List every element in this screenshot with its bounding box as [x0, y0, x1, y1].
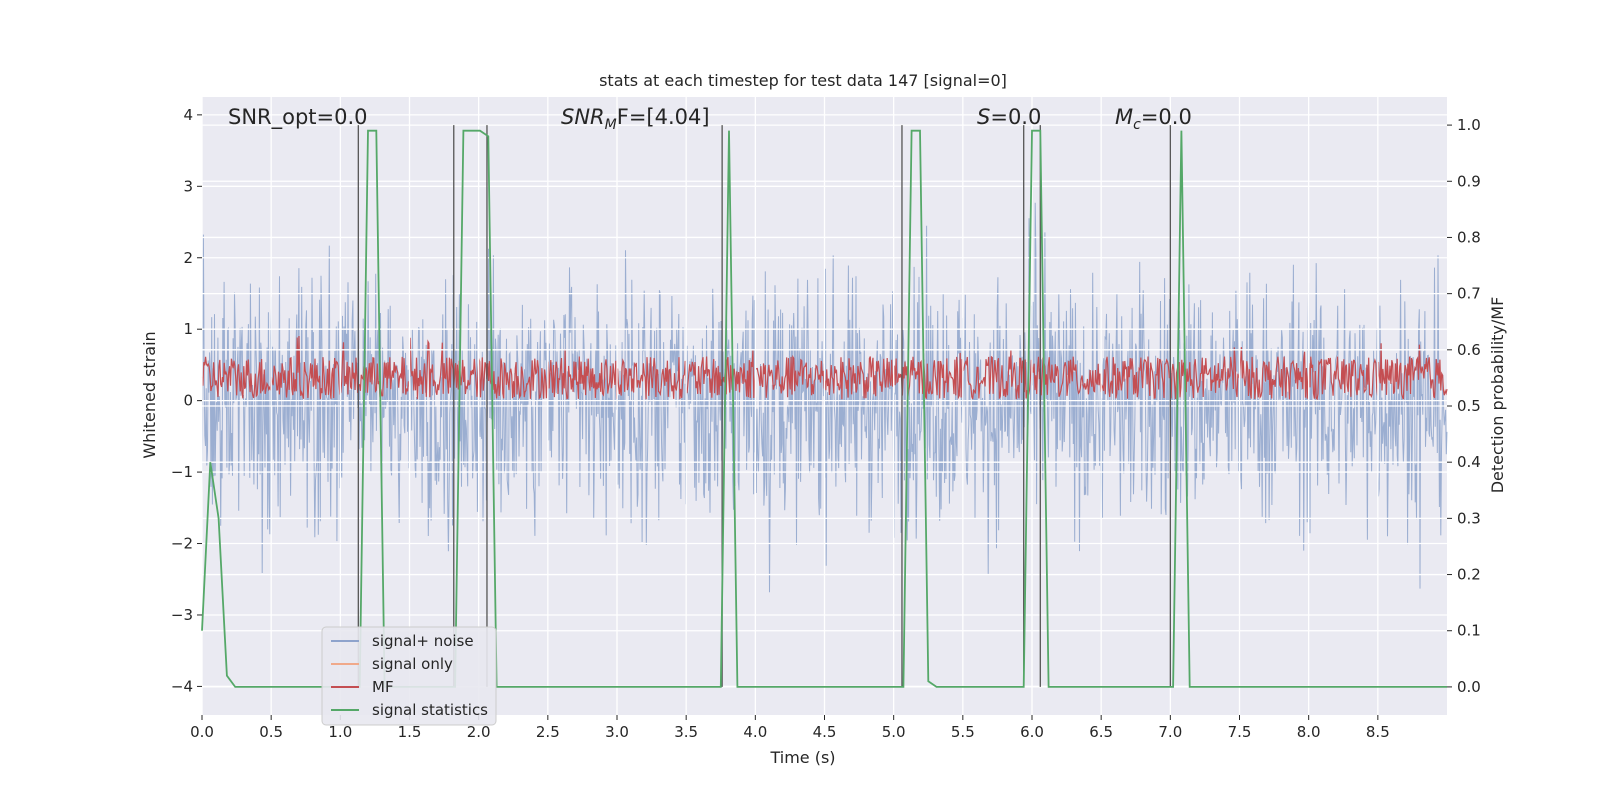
x-tick-label-16: 8.0 — [1297, 723, 1321, 741]
x-tick-label-13: 6.5 — [1089, 723, 1113, 741]
y2-axis-label: Detection probability/MF — [1488, 297, 1507, 494]
legend-label-signal-only: signal only — [372, 655, 453, 673]
x-tick-label-7: 3.5 — [674, 723, 698, 741]
y-axis-label: Whitened strain — [140, 331, 159, 458]
x-tick-label-11: 5.5 — [951, 723, 975, 741]
y-tick-label-6: 2 — [183, 249, 193, 267]
y2-tick-label-0: 0.0 — [1457, 678, 1481, 696]
y-tick-label-2: −2 — [171, 535, 193, 553]
x-tick-label-2: 1.0 — [328, 723, 352, 741]
y-tick-label-1: −3 — [171, 606, 193, 624]
x-tick-label-6: 3.0 — [605, 723, 629, 741]
x-tick-label-17: 8.5 — [1366, 723, 1390, 741]
y-tick-label-3: −1 — [171, 463, 193, 481]
annotation-snr-opt: SNR_opt=0.0 — [228, 105, 368, 130]
x-tick-label-9: 4.5 — [813, 723, 837, 741]
y2-tick-label-9: 0.9 — [1457, 172, 1481, 190]
annotation-s: S=0.0 — [977, 105, 1041, 129]
x-tick-label-8: 4.0 — [743, 723, 767, 741]
legend-label-mf: MF — [372, 678, 394, 696]
y2-tick-label-7: 0.7 — [1457, 285, 1481, 303]
y2-tick-label-6: 0.6 — [1457, 341, 1481, 359]
x-tick-label-1: 0.5 — [259, 723, 283, 741]
y-tick-label-8: 4 — [183, 106, 193, 124]
y2-tick-label-2: 0.2 — [1457, 566, 1481, 584]
x-axis-label: Time (s) — [769, 748, 835, 767]
y2-tick-label-10: 1.0 — [1457, 116, 1481, 134]
y-tick-label-7: 3 — [183, 177, 193, 195]
y2-tick-label-4: 0.4 — [1457, 453, 1481, 471]
legend-label-statistics: signal statistics — [372, 701, 488, 719]
y-tick-label-5: 1 — [183, 320, 193, 338]
chart-title: stats at each timestep for test data 147… — [599, 71, 1007, 90]
x-tick-label-10: 5.0 — [882, 723, 906, 741]
y-tick-label-4: 0 — [183, 392, 193, 410]
legend-box — [321, 626, 497, 726]
x-tick-label-0: 0.0 — [190, 723, 214, 741]
x-tick-label-12: 6.0 — [1020, 723, 1044, 741]
legend: signal+ noise signal only MF signal stat… — [321, 626, 497, 726]
x-tick-label-4: 2.0 — [467, 723, 491, 741]
y2-tick-label-8: 0.8 — [1457, 228, 1481, 246]
legend-label-noise: signal+ noise — [372, 632, 474, 650]
y2-tick-label-3: 0.3 — [1457, 509, 1481, 527]
annotation-mc: Mc=0.0 — [1115, 105, 1192, 133]
y2-tick-label-1: 0.1 — [1457, 622, 1481, 640]
y2-tick-label-5: 0.5 — [1457, 397, 1481, 415]
y-tick-label-0: −4 — [171, 677, 193, 695]
x-tick-label-15: 7.5 — [1228, 723, 1252, 741]
annotation-snr-mf: SNRMF=[4.04] — [561, 105, 710, 133]
series-signal-statistics — [201, 129, 1447, 688]
x-tick-label-14: 7.0 — [1158, 723, 1182, 741]
x-tick-label-3: 1.5 — [398, 723, 422, 741]
x-tick-label-5: 2.5 — [536, 723, 560, 741]
